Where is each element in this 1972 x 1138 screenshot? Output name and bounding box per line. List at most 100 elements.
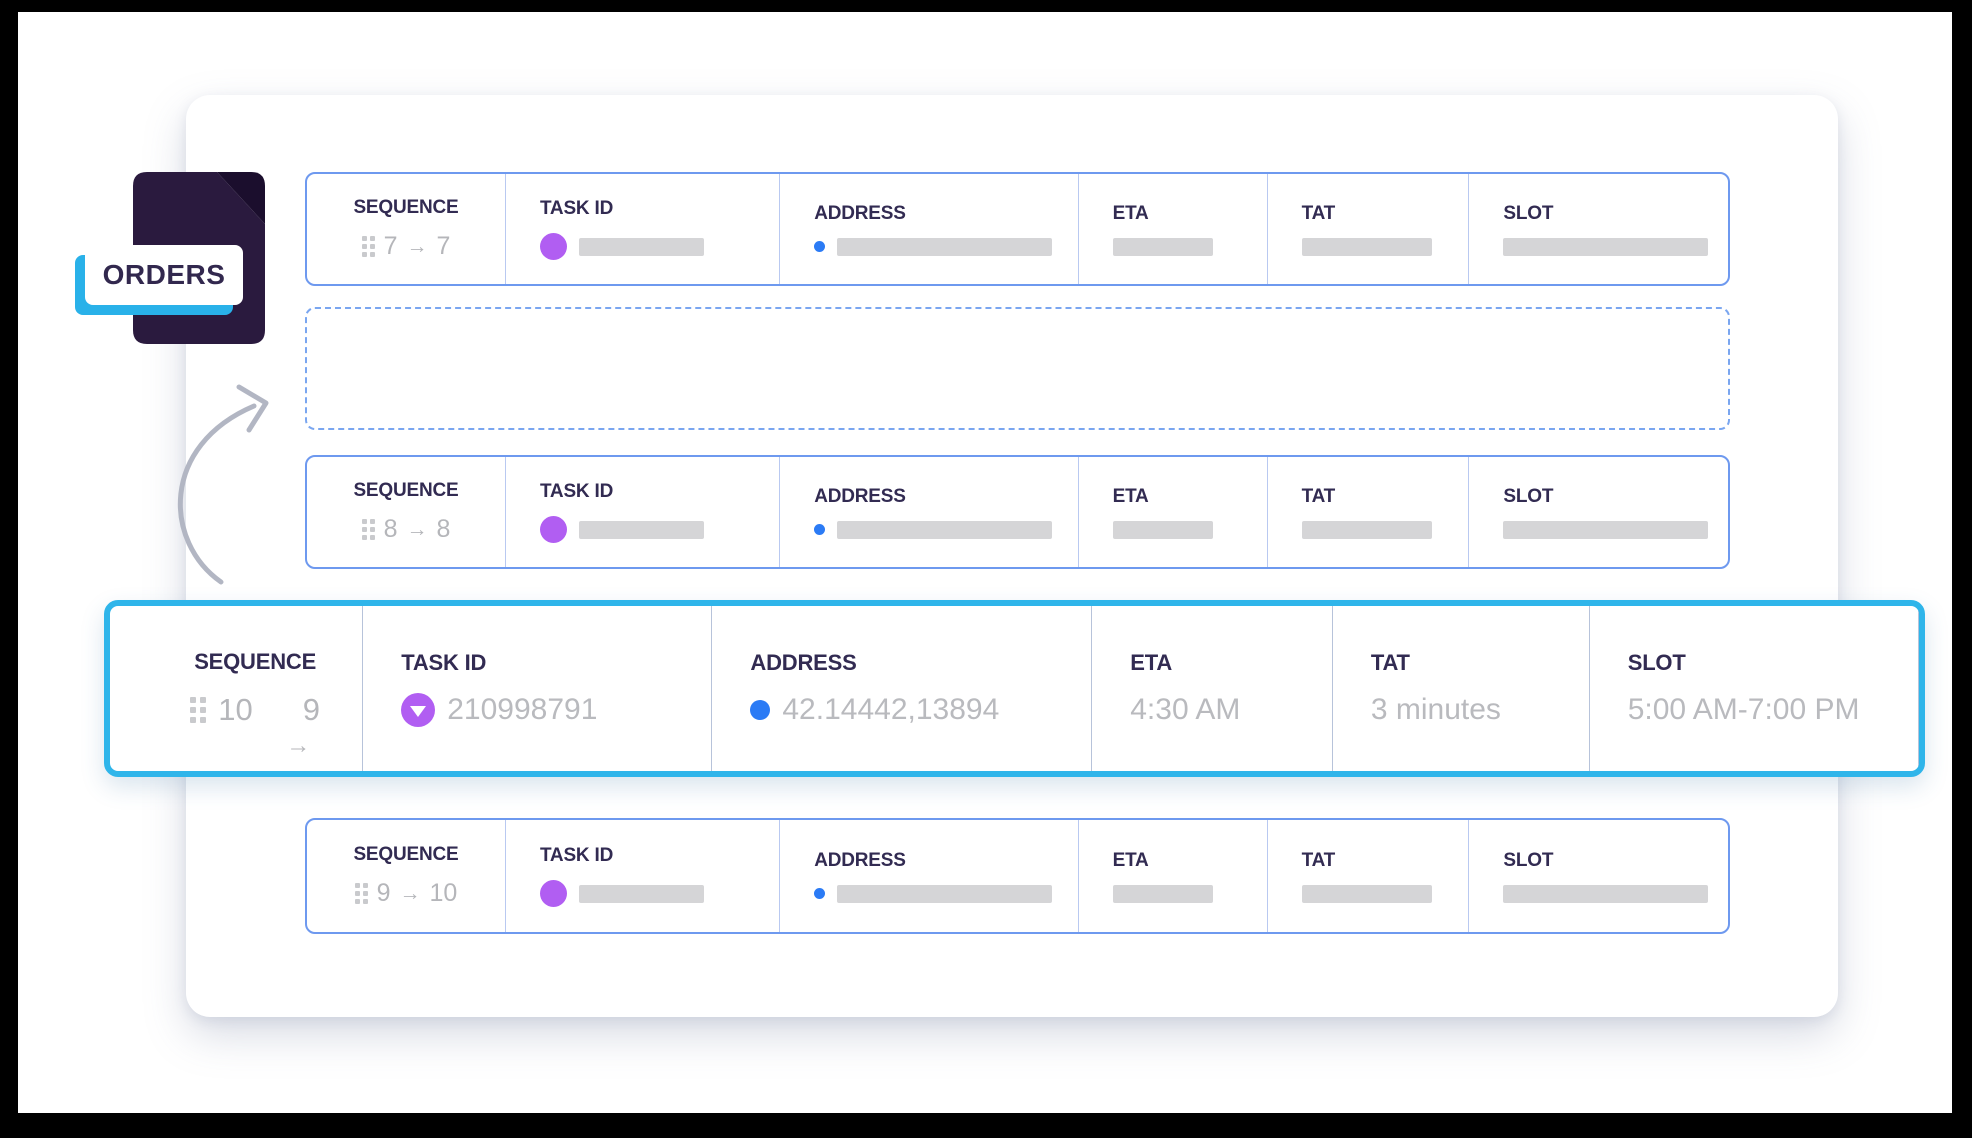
- cell-sequence: SEQUENCE 9 → 10: [307, 820, 506, 932]
- column-header-address: ADDRESS: [814, 485, 906, 507]
- sequence-to: 9: [302, 692, 320, 727]
- cell-task-id: TASK ID: [506, 174, 781, 284]
- cell-address: ADDRESS: [780, 174, 1079, 284]
- task-id-skeleton: [578, 237, 704, 256]
- sequence-to: 10: [429, 879, 458, 907]
- cell-eta: ETA: [1079, 457, 1268, 567]
- cell-sequence: SEQUENCE 10 9 →: [110, 606, 364, 771]
- sequence-arrow-icon: →: [399, 881, 421, 905]
- column-header-eta: ETA: [1112, 849, 1149, 871]
- column-header-slot: SLOT: [1503, 485, 1554, 507]
- column-header-sequence: SEQUENCE: [353, 844, 459, 865]
- cell-task-id: TASK ID: [506, 457, 781, 567]
- cell-task-id: TASK ID 210998791: [363, 606, 713, 771]
- sequence-from: 9: [376, 879, 391, 907]
- tat-skeleton: [1301, 884, 1432, 903]
- column-header-address: ADDRESS: [814, 202, 906, 224]
- column-header-task-id: TASK ID: [401, 650, 487, 675]
- column-header-slot: SLOT: [1627, 650, 1686, 675]
- cell-slot: SLOT: [1469, 457, 1728, 567]
- page-background: SEQUENCE 7 → 7 TASK ID ADDRESS ETA: [18, 12, 1952, 1113]
- column-header-task-id: TASK ID: [539, 845, 614, 866]
- drag-handle-icon[interactable]: [361, 236, 375, 257]
- address-pin-icon: [814, 524, 826, 535]
- eta-skeleton: [1112, 884, 1213, 903]
- cell-eta: ETA: [1079, 174, 1268, 284]
- sequence-arrow-icon: →: [406, 517, 428, 541]
- drop-placeholder[interactable]: [305, 307, 1730, 430]
- cell-task-id: TASK ID: [506, 820, 781, 932]
- column-header-address: ADDRESS: [750, 650, 857, 675]
- column-header-tat: TAT: [1301, 202, 1336, 224]
- eta-skeleton: [1112, 520, 1213, 539]
- address-pin-icon: [814, 888, 826, 899]
- task-id-skeleton: [578, 520, 704, 539]
- slot-skeleton: [1503, 884, 1709, 903]
- task-status-icon: [539, 516, 567, 543]
- eta-value: 4:30 AM: [1130, 693, 1241, 726]
- column-header-address: ADDRESS: [814, 849, 906, 871]
- column-header-slot: SLOT: [1503, 849, 1554, 871]
- cell-tat: TAT: [1268, 174, 1470, 284]
- slot-skeleton: [1503, 520, 1709, 539]
- address-pin-icon: [814, 241, 826, 252]
- address-pin-icon: [750, 700, 771, 720]
- column-header-eta: ETA: [1130, 650, 1173, 675]
- address-skeleton: [837, 884, 1053, 903]
- cell-tat: TAT: [1268, 820, 1470, 932]
- column-header-sequence: SEQUENCE: [353, 197, 459, 218]
- column-header-eta: ETA: [1112, 485, 1149, 507]
- cell-eta: ETA 4:30 AM: [1092, 606, 1333, 771]
- cell-sequence: SEQUENCE 8 → 8: [307, 457, 506, 567]
- order-row[interactable]: SEQUENCE 9 → 10 TASK ID ADDRESS ETA: [305, 818, 1730, 934]
- drag-handle-icon[interactable]: [354, 883, 368, 904]
- cell-slot: SLOT: [1469, 174, 1728, 284]
- column-header-tat: TAT: [1301, 485, 1336, 507]
- tat-skeleton: [1301, 237, 1432, 256]
- sequence-from: 7: [383, 232, 398, 260]
- column-header-tat: TAT: [1370, 650, 1410, 675]
- sequence-to: 7: [436, 232, 451, 260]
- column-header-eta: ETA: [1112, 202, 1149, 224]
- sequence-from: 10: [218, 692, 253, 727]
- cell-tat: TAT 3 minutes: [1333, 606, 1590, 771]
- slot-value: 5:00 AM-7:00 PM: [1627, 693, 1860, 726]
- cell-slot: SLOT 5:00 AM-7:00 PM: [1590, 606, 1919, 771]
- sequence-arrow-icon: →: [406, 234, 428, 258]
- cell-tat: TAT: [1268, 457, 1470, 567]
- order-row[interactable]: SEQUENCE 7 → 7 TASK ID ADDRESS ETA: [305, 172, 1730, 286]
- column-header-tat: TAT: [1301, 849, 1336, 871]
- eta-skeleton: [1112, 237, 1213, 256]
- sequence-to: 8: [436, 515, 451, 543]
- address-value: 42.14442,13894: [782, 693, 1000, 726]
- task-id-dropdown-icon[interactable]: [401, 693, 436, 727]
- task-status-icon: [539, 880, 567, 907]
- cell-eta: ETA: [1079, 820, 1268, 932]
- cell-sequence: SEQUENCE 7 → 7: [307, 174, 506, 284]
- cell-address: ADDRESS 42.14442,13894: [712, 606, 1093, 771]
- cell-address: ADDRESS: [780, 457, 1079, 567]
- address-skeleton: [837, 237, 1053, 256]
- tat-value: 3 minutes: [1370, 693, 1501, 726]
- drag-handle-icon[interactable]: [361, 519, 375, 540]
- cell-address: ADDRESS: [780, 820, 1079, 932]
- sequence-arrow-icon: →: [286, 732, 311, 759]
- sequence-from: 8: [383, 515, 398, 543]
- column-header-slot: SLOT: [1503, 202, 1554, 224]
- column-header-task-id: TASK ID: [539, 481, 614, 502]
- order-row[interactable]: SEQUENCE 8 → 8 TASK ID ADDRESS ETA: [305, 455, 1730, 569]
- active-order-row[interactable]: SEQUENCE 10 9 → TASK ID 210998791: [104, 600, 1925, 777]
- orders-badge: ORDERS: [85, 245, 243, 305]
- slot-skeleton: [1503, 237, 1709, 256]
- column-header-sequence: SEQUENCE: [194, 649, 317, 674]
- tat-skeleton: [1301, 520, 1432, 539]
- task-id-value: 210998791: [447, 693, 598, 726]
- column-header-sequence: SEQUENCE: [353, 480, 459, 501]
- cell-slot: SLOT: [1469, 820, 1728, 932]
- task-id-skeleton: [578, 884, 704, 903]
- task-status-icon: [539, 233, 567, 260]
- reorder-arrow-icon: [177, 384, 269, 585]
- column-header-task-id: TASK ID: [539, 198, 614, 219]
- drag-handle-icon[interactable]: [190, 697, 207, 723]
